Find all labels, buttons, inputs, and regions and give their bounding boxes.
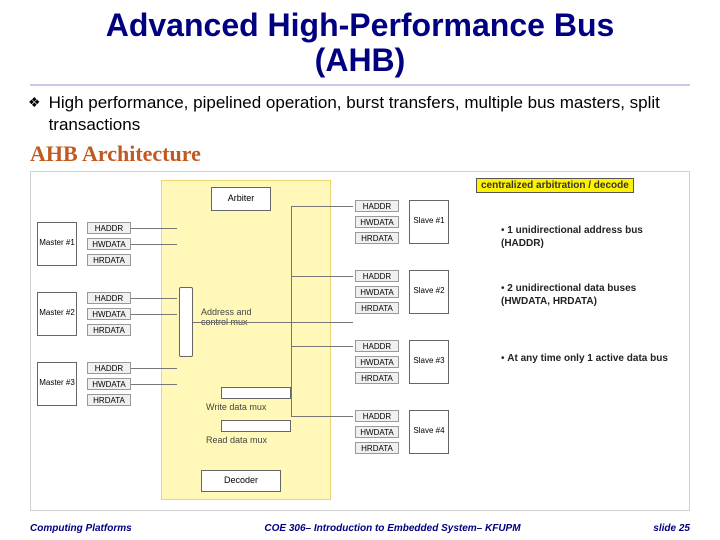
m2-hrdata: HRDATA: [87, 324, 131, 336]
s4-hwdata: HWDATA: [355, 426, 399, 438]
wire: [131, 244, 177, 245]
m2-hwdata: HWDATA: [87, 308, 131, 320]
wire: [291, 206, 292, 417]
addr-mux-label: Address and control mux: [201, 307, 281, 327]
wire: [291, 276, 353, 277]
s1-hrdata: HRDATA: [355, 232, 399, 244]
bullet-text: High performance, pipelined operation, b…: [49, 92, 700, 135]
decoder-block: Decoder: [201, 470, 281, 492]
arbitration-tag: centralized arbitration / decode: [476, 178, 634, 193]
s2-hrdata: HRDATA: [355, 302, 399, 314]
s4-hrdata: HRDATA: [355, 442, 399, 454]
wire: [291, 346, 353, 347]
footer-left: Computing Platforms: [30, 523, 132, 534]
m3-hrdata: HRDATA: [87, 394, 131, 406]
diamond-bullet-icon: ❖: [28, 94, 41, 112]
title-line-2: (AHB): [315, 42, 406, 78]
footer-center: COE 306– Introduction to Embedded System…: [264, 523, 520, 534]
slave-1: Slave #1: [409, 200, 449, 244]
rdata-mux-label: Read data mux: [206, 435, 306, 445]
wire: [131, 384, 177, 385]
s4-haddr: HADDR: [355, 410, 399, 422]
s2-hwdata: HWDATA: [355, 286, 399, 298]
title-bar: Advanced High-Performance Bus (AHB): [0, 0, 720, 82]
bullet-row: ❖ High performance, pipelined operation,…: [0, 86, 720, 139]
s3-hrdata: HRDATA: [355, 372, 399, 384]
footer: Computing Platforms COE 306– Introductio…: [0, 523, 720, 534]
m1-haddr: HADDR: [87, 222, 131, 234]
m1-hrdata: HRDATA: [87, 254, 131, 266]
note-2: • 2 unidirectional data buses (HWDATA, H…: [501, 282, 671, 308]
s1-haddr: HADDR: [355, 200, 399, 212]
s2-haddr: HADDR: [355, 270, 399, 282]
note-3: • At any time only 1 active data bus: [501, 352, 671, 365]
master-3: Master #3: [37, 362, 77, 406]
master-1: Master #1: [37, 222, 77, 266]
slave-4: Slave #4: [409, 410, 449, 454]
wire: [131, 314, 177, 315]
wire: [131, 368, 177, 369]
diagram-container: Arbiter Master #1 Master #2 Master #3 HA…: [30, 171, 690, 511]
wire: [131, 228, 177, 229]
s3-haddr: HADDR: [355, 340, 399, 352]
arch-header: AHB Architecture: [0, 139, 720, 171]
slave-3: Slave #3: [409, 340, 449, 384]
rdata-mux: [221, 420, 291, 432]
arbiter-block: Arbiter: [211, 187, 271, 211]
wire: [291, 416, 353, 417]
wire: [193, 322, 353, 323]
footer-right: slide 25: [653, 523, 690, 534]
master-2: Master #2: [37, 292, 77, 336]
s1-hwdata: HWDATA: [355, 216, 399, 228]
addr-mux: [179, 287, 193, 357]
page-title: Advanced High-Performance Bus (AHB): [0, 8, 720, 78]
s3-hwdata: HWDATA: [355, 356, 399, 368]
wire: [131, 298, 177, 299]
wire: [291, 206, 353, 207]
m1-hwdata: HWDATA: [87, 238, 131, 250]
slave-2: Slave #2: [409, 270, 449, 314]
m3-haddr: HADDR: [87, 362, 131, 374]
note-1: • 1 unidirectional address bus (HADDR): [501, 224, 671, 250]
wdata-mux: [221, 387, 291, 399]
title-line-1: Advanced High-Performance Bus: [106, 7, 615, 43]
m2-haddr: HADDR: [87, 292, 131, 304]
m3-hwdata: HWDATA: [87, 378, 131, 390]
